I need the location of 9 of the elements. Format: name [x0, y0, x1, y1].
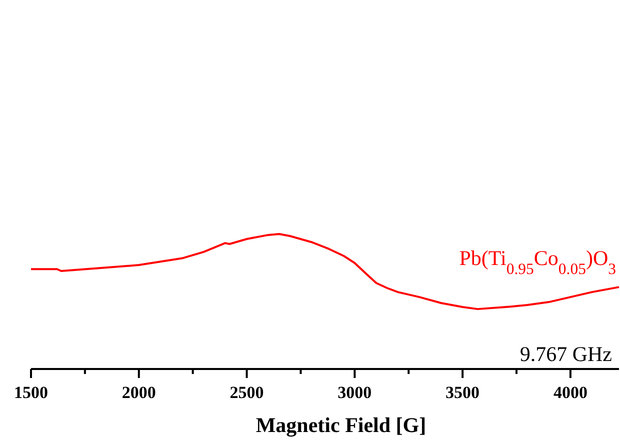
x-tick-label: 1500: [14, 383, 48, 402]
x-tick-label: 4000: [553, 383, 588, 402]
x-tick-label: 3500: [446, 383, 480, 402]
series-label: Pb(Ti$_{0.95}$Co$_{0.05}$)O$_{3}$: [459, 246, 616, 278]
x-tick-label: 3000: [338, 383, 372, 402]
x-tick-label: 2000: [122, 383, 156, 402]
x-axis-title: Magnetic Field [G]: [256, 413, 426, 437]
annotation: 9.767 GHz: [520, 342, 612, 366]
x-tick-label: 2500: [230, 383, 264, 402]
